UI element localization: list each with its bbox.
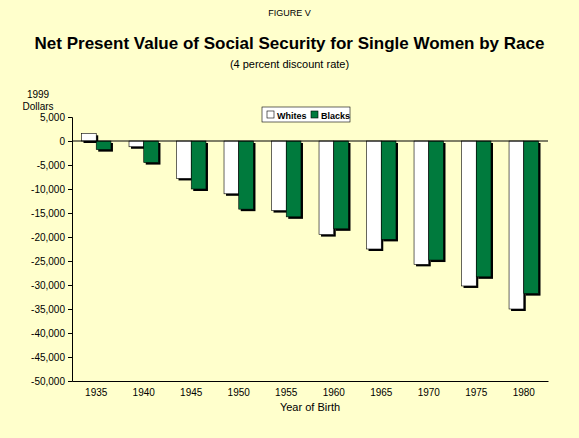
y-tick-mark	[68, 189, 72, 190]
title: Net Present Value of Social Security for…	[35, 34, 545, 53]
bar	[524, 141, 539, 294]
y-tick: -30,000	[31, 280, 72, 291]
y-tick: -5,000	[37, 160, 72, 171]
x-tick-label: 1955	[275, 387, 298, 398]
legend-swatch	[311, 111, 318, 118]
bar	[177, 141, 192, 178]
y-tick-mark	[68, 285, 72, 286]
legend-box	[262, 107, 350, 122]
bar	[224, 141, 239, 194]
x-tick-label: 1970	[418, 387, 441, 398]
zero-line	[72, 141, 548, 142]
y-tick-mark	[68, 357, 72, 358]
x-tick-label: 1950	[228, 387, 251, 398]
bar	[381, 141, 396, 239]
y-tick: -20,000	[31, 232, 72, 243]
bar	[462, 141, 477, 286]
y-tick: -15,000	[31, 208, 72, 219]
bars	[82, 133, 541, 311]
x-tick: 1945	[180, 387, 203, 398]
bar	[191, 141, 206, 189]
y-tick: 0	[59, 136, 72, 147]
x-tick-label: 1965	[370, 387, 393, 398]
x-tick: 1980	[513, 387, 536, 398]
x-tick: 1965	[370, 387, 393, 398]
legend: Whites Blacks	[262, 107, 350, 122]
x-tick-label: 1980	[513, 387, 536, 398]
bar	[476, 141, 491, 277]
y-tick-label: -15,000	[31, 208, 65, 219]
y-tick: -10,000	[31, 184, 72, 195]
x-tick: 1970	[418, 387, 441, 398]
y-tick: -45,000	[31, 352, 72, 363]
bar	[144, 141, 159, 163]
x-axis-line	[73, 381, 549, 382]
y-tick-mark	[68, 309, 72, 310]
y-tick-mark	[68, 237, 72, 238]
bar	[334, 141, 349, 229]
figure-label: FIGURE V	[268, 8, 311, 18]
y-tick-label: -45,000	[31, 352, 65, 363]
bar	[429, 141, 444, 260]
y-axis: 5,000 0 -5,000 -10,000 -15,000 -20,000 -25,000…	[31, 112, 72, 387]
y-tick-label: -5,000	[37, 160, 66, 171]
bar	[82, 133, 97, 141]
y-tick-mark	[68, 381, 72, 382]
x-tick: 1935	[85, 387, 108, 398]
y-tick: -35,000	[31, 304, 72, 315]
y-tick-label: 5,000	[40, 112, 65, 123]
x-tick-label: 1935	[85, 387, 108, 398]
y-axis-label: 1999Dollars	[22, 89, 53, 112]
legend-label: Blacks	[321, 111, 350, 121]
x-tick: 1960	[323, 387, 346, 398]
x-tick: 1955	[275, 387, 298, 398]
chart: FIGURE V Net Present Value of Social Secu…	[0, 0, 579, 438]
y-tick-label: -40,000	[31, 328, 65, 339]
y-tick-label: -25,000	[31, 256, 65, 267]
y-tick-label: -20,000	[31, 232, 65, 243]
bar	[96, 141, 111, 150]
bar	[129, 141, 144, 147]
legend-label: Whites	[277, 111, 307, 121]
y-tick: 5,000	[40, 112, 72, 123]
y-tick: -25,000	[31, 256, 72, 267]
bar	[414, 141, 429, 264]
y-tick-label: 0	[59, 136, 65, 147]
y-tick-label: -30,000	[31, 280, 65, 291]
y-tick-label: -50,000	[31, 376, 65, 387]
y-tick-mark	[68, 165, 72, 166]
y-tick-label: -10,000	[31, 184, 65, 195]
bar	[509, 141, 524, 309]
x-tick-label: 1940	[133, 387, 156, 398]
y-tick-label: -35,000	[31, 304, 65, 315]
subtitle: (4 percent discount rate)	[230, 58, 349, 70]
x-tick-label: 1945	[180, 387, 203, 398]
x-axis: 1935 1940 1945 1950 1955 1960 1965 1970 1975 1980	[73, 382, 549, 399]
y-tick-mark	[68, 333, 72, 334]
bar	[286, 141, 301, 217]
bar	[239, 141, 254, 209]
x-tick-label: 1960	[323, 387, 346, 398]
bar	[319, 141, 334, 235]
y-tick-mark	[68, 261, 72, 262]
y-axis-line	[68, 118, 73, 382]
y-tick-mark	[68, 213, 72, 214]
bar	[272, 141, 287, 211]
bar	[367, 141, 382, 249]
y-tick: -50,000	[31, 376, 72, 387]
legend-swatch	[267, 111, 274, 118]
y-tick: -40,000	[31, 328, 72, 339]
x-axis-label: Year of Birth	[280, 401, 340, 413]
y-tick-mark	[68, 141, 72, 142]
x-tick: 1940	[133, 387, 156, 398]
x-tick: 1975	[465, 387, 488, 398]
x-tick-label: 1975	[465, 387, 488, 398]
x-tick: 1950	[228, 387, 251, 398]
y-tick-mark	[68, 117, 72, 118]
